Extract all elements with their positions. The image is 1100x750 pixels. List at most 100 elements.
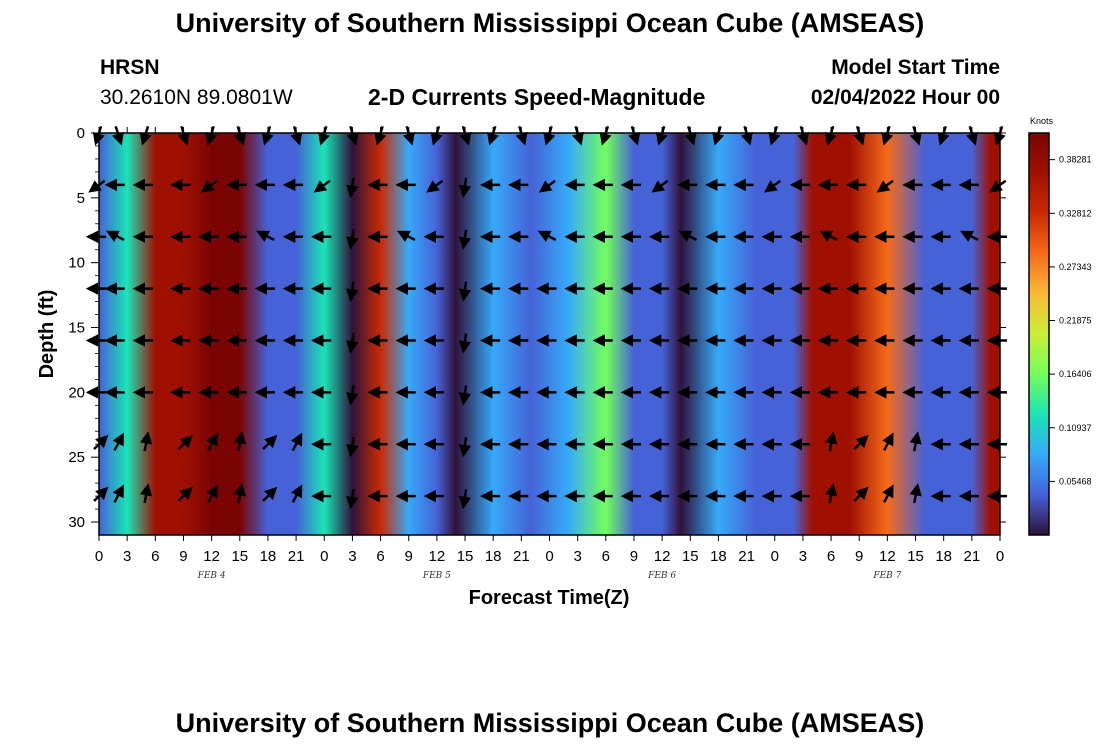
y-axis: 0 5 10 15 20 25 30 bbox=[68, 125, 1006, 531]
current-arrow bbox=[290, 432, 303, 452]
heatmap-column bbox=[240, 133, 268, 535]
current-arrow bbox=[537, 230, 557, 242]
day-label: FEB 7 bbox=[872, 571, 901, 581]
heatmap-column bbox=[127, 133, 155, 535]
current-arrow bbox=[346, 437, 359, 458]
x-tick-label: 15 bbox=[231, 548, 248, 565]
heatmap-column bbox=[183, 133, 211, 535]
heatmap-column bbox=[456, 133, 494, 535]
current-arrow bbox=[909, 483, 922, 504]
x-tick-label: 0 bbox=[95, 548, 103, 565]
x-tick-label: 18 bbox=[710, 548, 727, 565]
current-arrow bbox=[346, 333, 359, 354]
heatmap-column bbox=[409, 133, 437, 535]
current-arrow bbox=[458, 385, 472, 406]
current-arrow bbox=[909, 431, 922, 452]
current-arrow bbox=[233, 431, 247, 452]
current-arrow bbox=[960, 230, 979, 242]
current-arrow bbox=[346, 385, 359, 406]
model-start-value: 02/04/2022 Hour 00 bbox=[810, 86, 1000, 109]
colorbar-tick-label: 0.21875 bbox=[1059, 316, 1092, 326]
x-tick-label: 12 bbox=[879, 548, 896, 565]
current-arrow bbox=[206, 484, 218, 503]
heatmap-column bbox=[296, 133, 324, 535]
current-arrow bbox=[346, 229, 359, 250]
heatmap-column bbox=[681, 133, 719, 535]
current-arrow bbox=[139, 483, 153, 504]
chart-subtitle: 2-D Currents Speed-Magnitude bbox=[368, 84, 706, 110]
station-coords: 30.2610N 89.0801W bbox=[100, 86, 293, 109]
heatmap-column bbox=[155, 133, 183, 535]
x-tick-label: 21 bbox=[513, 548, 530, 565]
current-arrow bbox=[458, 229, 472, 250]
current-arrow bbox=[262, 486, 278, 502]
current-arrow bbox=[853, 434, 869, 451]
current-arrows bbox=[85, 125, 1007, 510]
heatmap-column bbox=[662, 133, 681, 535]
x-tick-label: 9 bbox=[630, 548, 638, 565]
current-arrow bbox=[105, 230, 125, 242]
footer-title: University of Southern Mississippi Ocean… bbox=[175, 708, 925, 738]
current-arrow bbox=[262, 434, 278, 451]
x-tick-label: 0 bbox=[320, 548, 328, 565]
heatmap-column bbox=[756, 133, 794, 535]
x-tick-label: 0 bbox=[545, 548, 553, 565]
heatmap-column bbox=[493, 133, 531, 535]
colorbar-tick-label: 0.27343 bbox=[1059, 262, 1092, 272]
heatmap-column bbox=[972, 133, 991, 535]
current-arrow bbox=[200, 179, 219, 193]
colorbar-scale bbox=[1028, 132, 1050, 536]
current-arrow bbox=[458, 333, 472, 354]
chart-canvas: 0 3 6 9 12 15 18 21 0 3 6 9 12 15 18 21 0 3 6 9 12 15 18 21 0 3 6 9… bbox=[36, 116, 1092, 609]
heatmap-column bbox=[606, 133, 634, 535]
heatmap-column bbox=[352, 133, 380, 535]
current-arrow bbox=[233, 483, 247, 504]
heatmap-column bbox=[850, 133, 888, 535]
current-arrow bbox=[290, 484, 303, 503]
x-tick-label: 21 bbox=[288, 548, 305, 565]
y-tick-label: 25 bbox=[68, 449, 85, 466]
y-tick-label: 30 bbox=[68, 514, 85, 531]
day-label: FEB 4 bbox=[197, 571, 226, 581]
colorbar: Knots 0.38281 0.32812 0.27343 0.21875 0.1640… bbox=[1028, 116, 1092, 536]
x-tick-label: 3 bbox=[348, 548, 356, 565]
current-arrow bbox=[206, 432, 218, 452]
current-arrow bbox=[458, 437, 472, 458]
heatmap-column bbox=[381, 133, 409, 535]
current-arrow bbox=[538, 179, 556, 193]
heatmap-column bbox=[568, 133, 606, 535]
heatmap-column bbox=[718, 133, 756, 535]
y-tick-label: 0 bbox=[77, 125, 85, 142]
x-tick-label: 18 bbox=[260, 548, 277, 565]
x-tick-label: 0 bbox=[771, 548, 779, 565]
model-start-label: Model Start Time bbox=[831, 56, 1000, 79]
x-tick-label: 12 bbox=[203, 548, 220, 565]
x-tick-label: 3 bbox=[573, 548, 581, 565]
station-name: HRSN bbox=[100, 56, 160, 79]
x-tick-label: 3 bbox=[123, 548, 131, 565]
heatmap-column bbox=[812, 133, 850, 535]
heatmap-column bbox=[794, 133, 813, 535]
y-tick-label: 5 bbox=[77, 190, 85, 207]
heatmap-column bbox=[324, 133, 352, 535]
current-arrow bbox=[112, 484, 124, 503]
x-tick-label: 15 bbox=[682, 548, 699, 565]
heatmap-column bbox=[953, 133, 972, 535]
x-tick-label: 0 bbox=[996, 548, 1004, 565]
chart-title: University of Southern Mississippi Ocean… bbox=[175, 8, 925, 38]
current-arrow bbox=[112, 432, 124, 452]
current-arrow bbox=[764, 179, 782, 193]
current-arrow bbox=[825, 483, 838, 504]
current-arrow bbox=[853, 486, 869, 502]
x-tick-label: 18 bbox=[935, 548, 952, 565]
x-tick-label: 21 bbox=[738, 548, 755, 565]
x-tick-label: 15 bbox=[457, 548, 474, 565]
x-tick-label: 9 bbox=[405, 548, 413, 565]
day-label: FEB 6 bbox=[647, 571, 676, 581]
colorbar-unit: Knots bbox=[1030, 116, 1054, 126]
y-axis-label: Depth (ft) bbox=[36, 290, 58, 379]
current-arrow bbox=[678, 230, 698, 242]
x-axis: 0 3 6 9 12 15 18 21 0 3 6 9 12 15 18 21 0 3 6 9 12 15 18 21 0 3 6 9… bbox=[95, 127, 1004, 581]
current-arrow bbox=[458, 177, 472, 198]
colorbar-tick-label: 0.05468 bbox=[1059, 476, 1092, 486]
